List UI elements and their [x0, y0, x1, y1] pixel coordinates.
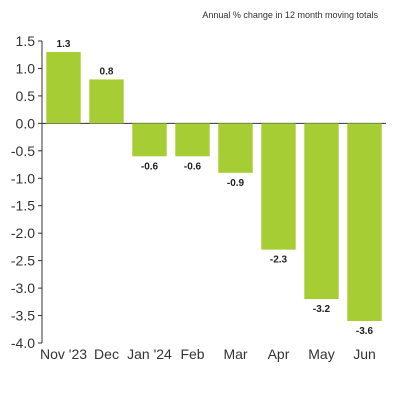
- bar: [89, 79, 124, 124]
- x-category-label: Nov '23: [40, 346, 87, 362]
- x-category-label: Jan '24: [127, 346, 172, 362]
- chart-labels: 1.3 Nov '23 0.8 Dec -0.6 Jan '24 -0.6 Feb -0.9 Ma…: [40, 39, 376, 362]
- bar: [132, 123, 167, 157]
- x-category-label: May: [308, 346, 334, 362]
- y-tick-label: -2.0: [11, 225, 35, 241]
- x-category-label: Dec: [94, 346, 119, 362]
- bar: [175, 123, 210, 157]
- y-tick-label: -3.0: [11, 280, 35, 296]
- chart-title: Annual % change in 12 month moving total…: [202, 10, 378, 20]
- y-tick-label: 1.5: [16, 33, 36, 49]
- bar-value-label: -2.3: [270, 255, 288, 266]
- bar: [218, 123, 253, 173]
- y-tick-label: 0.5: [16, 88, 36, 104]
- bar-value-label: -3.6: [356, 326, 374, 337]
- y-tick-label: -2.5: [11, 253, 35, 269]
- bar: [261, 123, 296, 250]
- x-category-label: Feb: [180, 346, 204, 362]
- y-tick-label: -4.0: [11, 335, 35, 351]
- bar: [304, 123, 339, 300]
- x-category-label: Jun: [353, 346, 376, 362]
- bar-value-label: -0.9: [227, 178, 245, 189]
- y-tick-label: -3.5: [11, 308, 35, 324]
- x-category-label: Mar: [223, 346, 247, 362]
- y-tick-label: 1.0: [16, 60, 36, 76]
- y-tick-label: 0.0: [16, 115, 36, 131]
- y-tick-label: -1.5: [11, 198, 35, 214]
- bar: [46, 51, 81, 124]
- y-tick-label: -0.5: [11, 143, 35, 159]
- bar-value-label: 0.8: [100, 66, 114, 77]
- bar-value-label: -3.2: [313, 304, 331, 315]
- bar-value-label: 1.3: [57, 39, 71, 50]
- bar-value-label: -0.6: [184, 161, 202, 172]
- bar: [347, 123, 382, 322]
- y-tick-label: -1.0: [11, 170, 35, 186]
- chart-axes: 1.5 1.0 0.5 0.0 -0.5 -1.0 -1.5 -2.0 -2.5 -3.0 -3.5…: [11, 33, 386, 351]
- x-category-label: Apr: [268, 346, 290, 362]
- chart-bars: [46, 51, 382, 322]
- bar-value-label: -0.6: [141, 161, 159, 172]
